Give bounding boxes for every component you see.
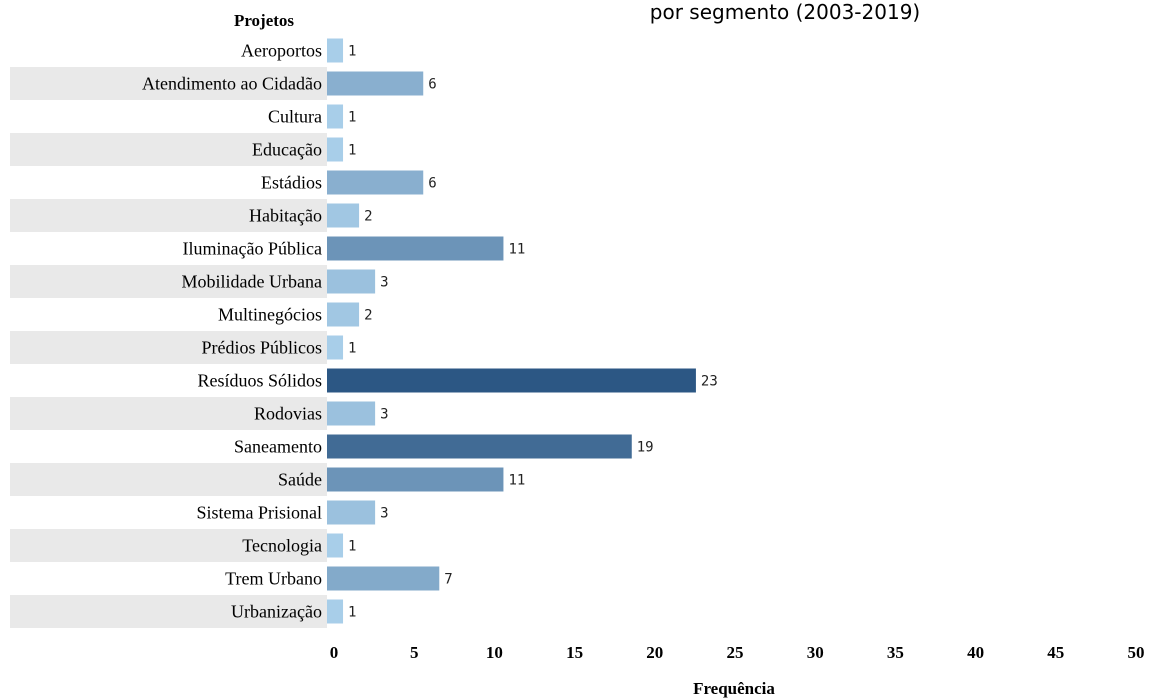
chart-title-fragment: por segmento (2003-2019): [650, 0, 920, 24]
category-label: Saneamento: [234, 437, 322, 457]
x-tick-label: 40: [967, 643, 984, 662]
bar: [327, 533, 344, 558]
value-label: 3: [380, 506, 388, 522]
row-band: [10, 529, 327, 562]
x-tick-label: 15: [566, 643, 583, 662]
bar: [327, 269, 376, 294]
value-label: 2: [364, 209, 372, 225]
bar: [327, 302, 360, 327]
x-tick-label: 5: [410, 643, 419, 662]
row-band: [10, 265, 327, 298]
category-label: Atendimento ao Cidadão: [142, 74, 322, 94]
value-label: 1: [348, 110, 356, 126]
bar: [327, 137, 344, 162]
x-tick-label: 10: [486, 643, 503, 662]
value-label: 1: [348, 341, 356, 357]
value-label: 19: [637, 440, 654, 456]
row-band: [10, 133, 327, 166]
x-tick-labels: 0 5 10 15 20 25 30 35 40 45 50: [330, 643, 1145, 662]
x-tick-label: 20: [646, 643, 663, 662]
category-label: Multinegócios: [218, 305, 322, 325]
category-label: Sistema Prisional: [197, 503, 323, 523]
bar: [327, 566, 440, 591]
row-band: [10, 595, 327, 628]
x-tick-label: 30: [807, 643, 824, 662]
x-tick-label: 0: [330, 643, 339, 662]
x-tick-label: 35: [887, 643, 904, 662]
value-label: 6: [428, 176, 436, 192]
value-label: 6: [428, 77, 436, 93]
bar: [327, 368, 696, 393]
bar: [327, 434, 632, 459]
value-label: 23: [701, 374, 718, 390]
x-tick-label: 45: [1047, 643, 1064, 662]
row-band: [10, 331, 327, 364]
x-axis-title: Frequência: [693, 679, 775, 698]
value-label: 1: [348, 605, 356, 621]
value-label: 3: [380, 275, 388, 291]
bar: [327, 203, 360, 228]
bar: [327, 401, 376, 426]
bar: [327, 335, 344, 360]
value-label: 1: [348, 539, 356, 555]
bar: [327, 500, 376, 525]
category-label: Saúde: [278, 470, 322, 490]
category-label: Estádios: [261, 173, 322, 193]
x-tick-label: 50: [1128, 643, 1145, 662]
value-label: 7: [444, 572, 452, 588]
category-label: Educação: [252, 140, 322, 160]
value-label: 1: [348, 44, 356, 60]
bar: [327, 104, 344, 129]
category-label: Rodovias: [254, 404, 322, 424]
category-label: Iluminação Pública: [183, 239, 322, 259]
value-label: 11: [508, 473, 525, 489]
value-label: 2: [364, 308, 372, 324]
category-label: Prédios Públicos: [201, 338, 322, 358]
bar: [327, 170, 424, 195]
category-label: Tecnologia: [242, 536, 322, 556]
y-axis-title: Projetos: [234, 11, 294, 30]
category-label: Aeroportos: [241, 41, 322, 61]
category-label: Mobilidade Urbana: [182, 272, 322, 292]
bar: [327, 467, 504, 492]
row-band: [10, 463, 327, 496]
bars: [327, 38, 696, 624]
bar: [327, 236, 504, 261]
value-label: 3: [380, 407, 388, 423]
value-label: 1: [348, 143, 356, 159]
value-label: 11: [508, 242, 525, 258]
bar: [327, 599, 344, 624]
row-band: [10, 67, 327, 100]
category-label: Urbanização: [231, 602, 322, 622]
category-labels: Aeroportos Atendimento ao Cidadão Cultura E…: [142, 41, 322, 622]
bar: [327, 38, 344, 63]
row-band: [10, 199, 327, 232]
bar: [327, 71, 424, 96]
row-band: [10, 397, 327, 430]
category-label: Trem Urbano: [225, 569, 322, 589]
x-tick-label: 25: [727, 643, 744, 662]
category-label: Resíduos Sólidos: [197, 371, 322, 391]
row-bands: [10, 67, 327, 628]
category-label: Habitação: [249, 206, 322, 226]
category-label: Cultura: [268, 107, 322, 127]
